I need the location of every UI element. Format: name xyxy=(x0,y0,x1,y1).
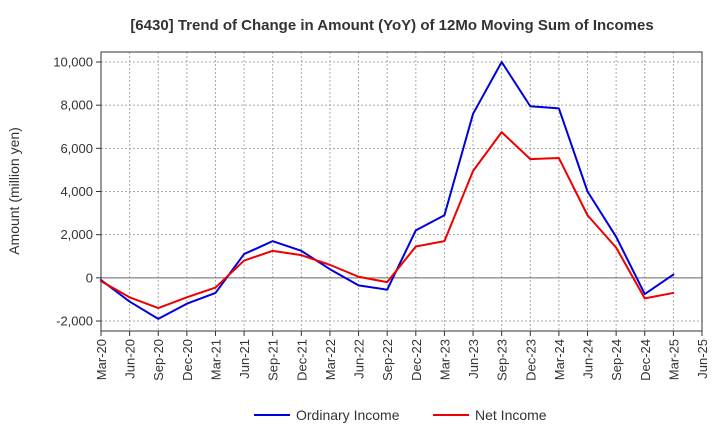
y-axis-label: Amount (million yen) xyxy=(6,127,22,255)
x-tick-label: Sep-24 xyxy=(609,339,624,381)
plot-border xyxy=(100,51,703,332)
y-tick-label: -2,000 xyxy=(56,314,93,329)
x-tick-label: Mar-24 xyxy=(552,339,567,380)
y-tick-label: 0 xyxy=(86,270,93,285)
legend-label: Ordinary Income xyxy=(296,407,400,423)
y-tick-label: 2,000 xyxy=(60,227,93,242)
series-line-ordinary-income xyxy=(100,61,675,320)
x-tick-label: Sep-22 xyxy=(380,339,395,381)
x-tick-labels: Mar-20 Jun-20 Sep-20 Dec-20 Mar-21 Jun-21 Sep-… xyxy=(94,339,710,381)
chart-title: [6430] Trend of Change in Amount (YoY) o… xyxy=(130,17,653,34)
x-tick-label: Mar-22 xyxy=(323,339,338,380)
legend: Ordinary Income Net Income xyxy=(254,407,547,423)
x-tick-label: Mar-20 xyxy=(94,339,109,380)
x-tick-label: Jun-22 xyxy=(352,339,367,379)
y-tick-label: 4,000 xyxy=(60,184,93,199)
x-tick-label: Dec-24 xyxy=(638,339,653,381)
x-tick-label: Jun-20 xyxy=(123,339,138,379)
x-tick-label: Mar-25 xyxy=(666,339,681,380)
x-tick-label: Dec-21 xyxy=(294,339,309,381)
x-tick-label: Jun-24 xyxy=(581,339,596,379)
x-tick-label: Dec-22 xyxy=(409,339,424,381)
y-tick-label: 6,000 xyxy=(60,141,93,156)
x-tick-label: Dec-23 xyxy=(523,339,538,381)
x-tick-label: Sep-21 xyxy=(266,339,281,381)
y-tick-label: 10,000 xyxy=(53,55,93,70)
x-tick-label: Jun-25 xyxy=(695,339,710,379)
series-lines xyxy=(100,61,675,320)
x-tick-label: Sep-20 xyxy=(151,339,166,381)
x-tick-label: Jun-21 xyxy=(237,339,252,379)
y-tick-labels: -2,000 0 2,000 4,000 6,000 8,000 10,000 xyxy=(53,55,93,329)
legend-label: Net Income xyxy=(475,407,547,423)
x-tick-label: Jun-23 xyxy=(466,339,481,379)
grid-lines xyxy=(100,52,703,331)
x-tick-label: Sep-23 xyxy=(495,339,510,381)
x-tick-label: Mar-23 xyxy=(437,339,452,380)
x-tick-label: Mar-21 xyxy=(208,339,223,380)
series-line-net-income xyxy=(100,131,675,310)
y-tick-label: 8,000 xyxy=(60,98,93,113)
plot-frame xyxy=(96,51,703,336)
x-tick-label: Dec-20 xyxy=(180,339,195,381)
